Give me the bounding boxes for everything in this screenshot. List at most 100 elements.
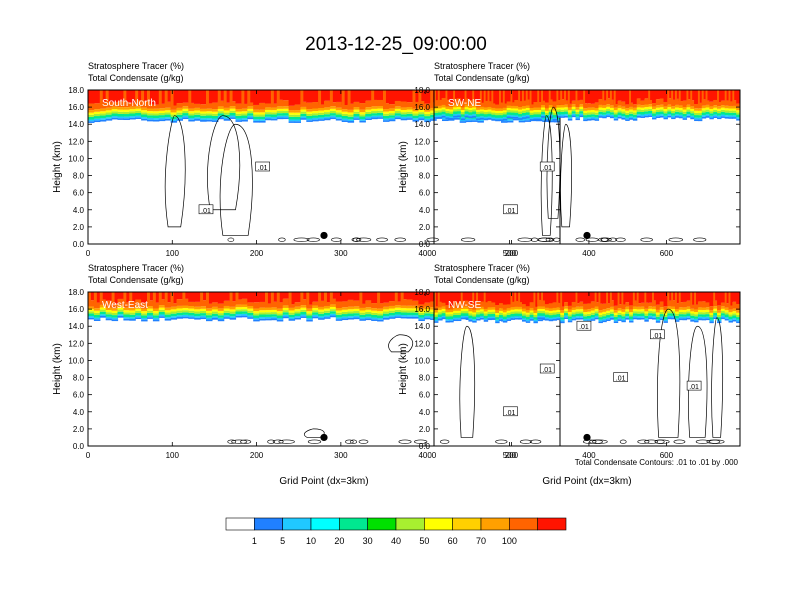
tracer-band [709, 315, 714, 318]
tracer-band [571, 307, 577, 311]
tracer-band [406, 299, 414, 306]
tracer-band [476, 116, 481, 119]
tracer-band [453, 317, 458, 320]
tracer-band [164, 312, 172, 315]
tracer-band [158, 112, 166, 116]
tracer-band [728, 105, 733, 109]
tracer-band [468, 107, 473, 111]
tracer-band [732, 90, 737, 101]
tracer-band [223, 112, 231, 115]
tracer-band [170, 105, 178, 110]
plot-frame [433, 291, 741, 447]
tracer-streak [188, 90, 192, 107]
tracer-band [282, 312, 290, 315]
tracer-band [170, 311, 178, 314]
tracer-band [728, 101, 733, 106]
tracer-band [437, 318, 443, 321]
tracer-band [141, 114, 148, 118]
tracer-band [609, 311, 615, 314]
tracer-band [465, 120, 473, 123]
tracer-band [347, 311, 355, 314]
tracer-band [288, 116, 296, 120]
tracer-band [253, 313, 260, 316]
tracer-band [663, 316, 668, 320]
subtitle-tracer: Stratosphere Tracer (%) [434, 263, 530, 273]
tracer-band [117, 109, 124, 112]
tracer-band [318, 108, 325, 111]
tracer-band [445, 292, 450, 306]
tracer-band [93, 111, 101, 114]
tracer-band [736, 312, 740, 315]
tracer-band [247, 292, 254, 303]
tracer-band [537, 101, 542, 108]
contour-label-box [686, 380, 702, 391]
tracer-band [253, 311, 260, 314]
tracer-band [537, 107, 542, 111]
tracer-band [705, 309, 710, 312]
low-cloud-contour [240, 439, 252, 444]
tracer-band [445, 316, 450, 320]
tracer-band [430, 307, 437, 310]
tracer-band [697, 314, 703, 317]
tracer-band [359, 307, 366, 311]
colorbar-swatch [537, 517, 567, 531]
tracer-band [598, 114, 603, 117]
tracer-band [152, 104, 160, 109]
tracer-band [594, 315, 600, 318]
tracer-band [182, 305, 189, 309]
tracer-band [655, 319, 661, 322]
tracer-band [464, 292, 470, 301]
tracer-band [617, 319, 623, 321]
tracer-streak [359, 292, 363, 307]
tracer-band [521, 304, 527, 309]
tracer-band [464, 107, 470, 110]
low-cloud-contour [598, 237, 609, 242]
tracer-band [659, 98, 665, 105]
tracer-band [424, 120, 431, 123]
tracer-band [724, 292, 730, 304]
tracer-band [567, 292, 573, 306]
tracer-band [552, 90, 557, 102]
condensate-contour [164, 115, 186, 228]
tracer-band [170, 317, 178, 320]
plot-frame [433, 89, 741, 245]
tracer-band [294, 311, 301, 314]
tracer-band [282, 90, 290, 101]
tracer-band [464, 308, 470, 312]
y-tick-label: 0.0 [419, 240, 431, 249]
tracer-band [434, 110, 439, 113]
tracer-band [713, 310, 718, 314]
tracer-band [495, 113, 500, 116]
tracer-band [682, 307, 688, 310]
tracer-band [158, 110, 166, 113]
tracer-streak [164, 292, 168, 307]
tracer-band [468, 292, 473, 304]
tracer-band [590, 116, 596, 119]
tracer-band [533, 109, 538, 113]
tracer-band [341, 292, 349, 302]
y-tick-label: 4.0 [419, 206, 431, 215]
tracer-band [353, 113, 360, 117]
tracer-band [365, 100, 372, 108]
tracer-band [640, 114, 645, 117]
tracer-band [655, 321, 661, 323]
tracer-band [476, 114, 481, 117]
tracer-band [606, 106, 611, 109]
tracer-band [621, 116, 626, 118]
tracer-band [288, 121, 296, 123]
tracer-band [583, 117, 588, 120]
tracer-band [141, 308, 148, 312]
tracer-band [533, 317, 538, 320]
tracer-band [594, 110, 600, 113]
tracer-band [371, 113, 378, 116]
y-tick-label: 4.0 [73, 408, 85, 417]
tracer-band [247, 108, 254, 112]
tracer-band [418, 90, 425, 101]
tracer-band [510, 313, 515, 317]
tracer-band [598, 90, 603, 100]
tracer-band [529, 310, 535, 313]
tracer-band [170, 316, 178, 318]
tracer-streak [418, 90, 422, 106]
tracer-band [682, 109, 688, 112]
tracer-band [194, 90, 201, 104]
